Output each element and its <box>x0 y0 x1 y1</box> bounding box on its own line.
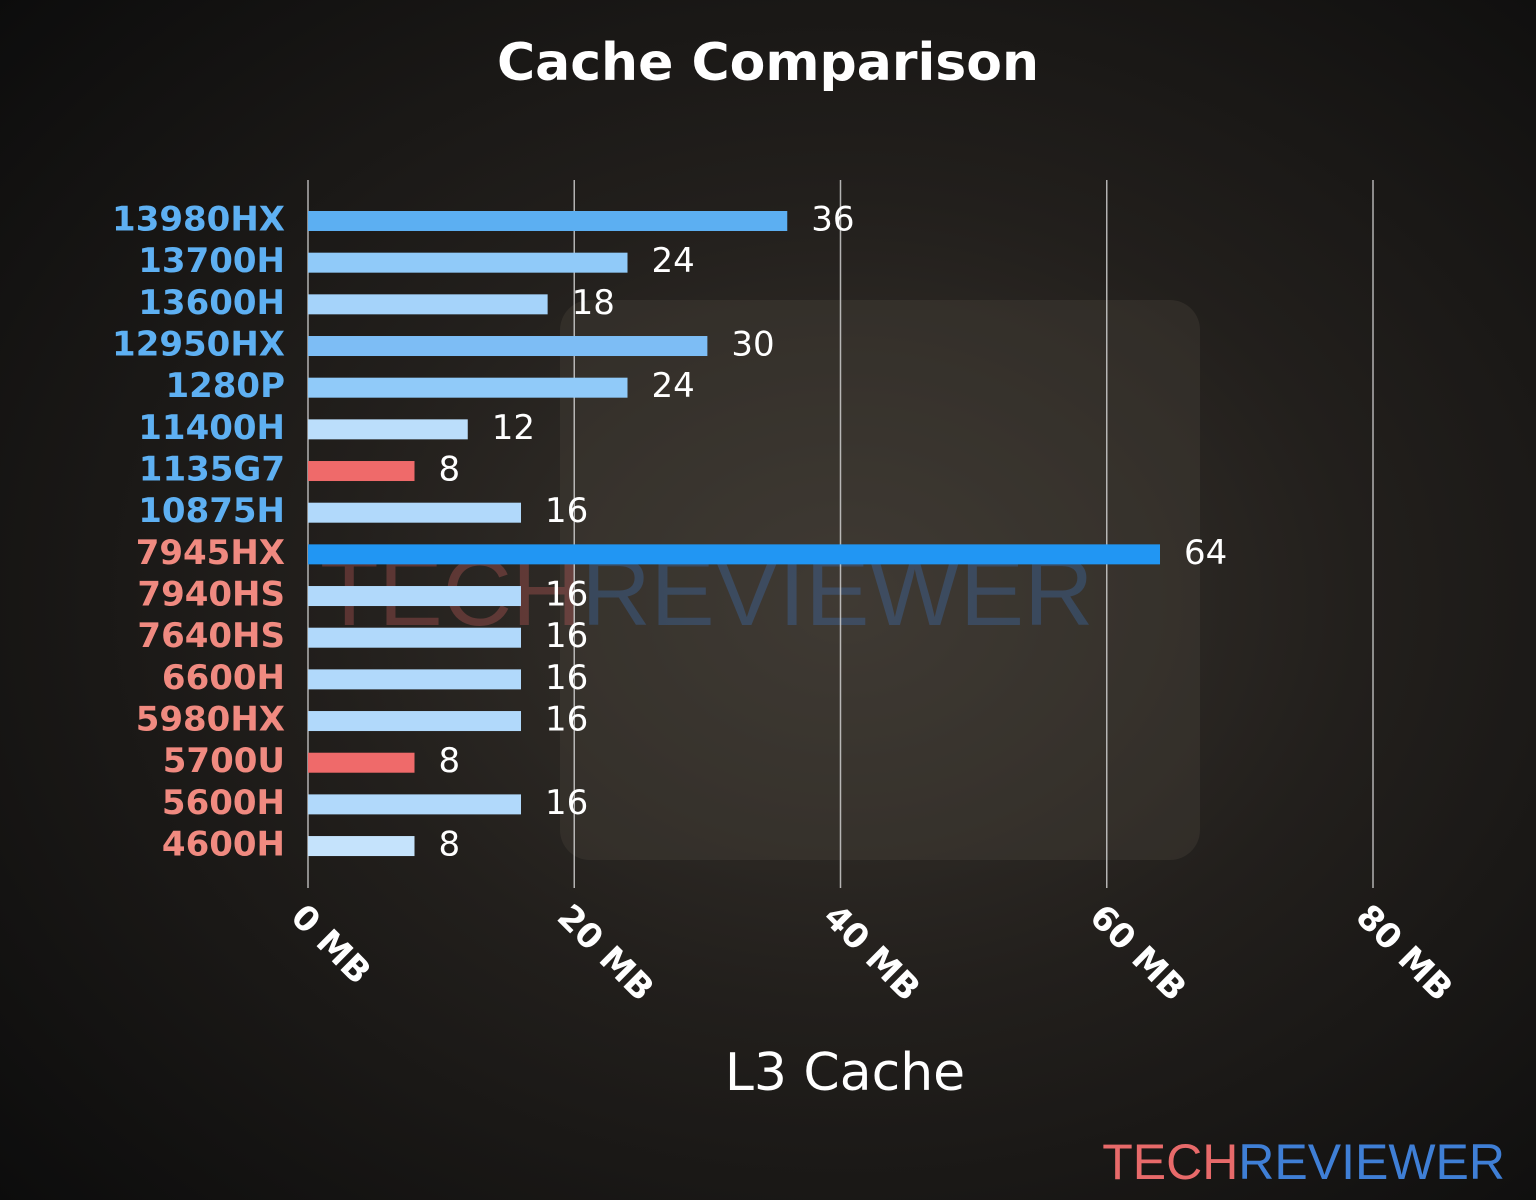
logo: TECHREVIEWER <box>1102 1134 1505 1190</box>
value-label: 8 <box>439 450 461 490</box>
value-label: 16 <box>545 616 588 656</box>
bar <box>308 294 548 315</box>
y-tick-label: 13980HX <box>112 200 285 240</box>
watermark-part: REVIEWER <box>1238 1134 1505 1190</box>
y-tick-label: 7640HS <box>137 616 285 656</box>
value-label: 18 <box>572 283 615 323</box>
y-tick-label: 7940HS <box>137 575 285 615</box>
y-tick-label: 10875H <box>138 491 285 531</box>
bar <box>308 502 521 523</box>
bar <box>308 836 415 857</box>
bar <box>308 461 415 482</box>
y-tick-label: 5700U <box>163 741 285 781</box>
y-tick-label: 5980HX <box>136 700 285 740</box>
value-label: 24 <box>652 366 695 406</box>
y-tick-label: 13700H <box>138 241 285 281</box>
watermark-part: TECH <box>1102 1134 1238 1190</box>
bar <box>308 711 521 732</box>
chart-title: Cache Comparison <box>497 33 1039 93</box>
value-label: 16 <box>545 783 588 823</box>
bar <box>308 794 521 815</box>
y-tick-label: 5600H <box>162 783 285 823</box>
y-tick-label: 6600H <box>162 658 285 698</box>
value-label: 12 <box>492 408 535 448</box>
x-axis-label: L3 Cache <box>725 1043 965 1103</box>
bar <box>308 669 521 690</box>
value-label: 8 <box>439 741 461 781</box>
y-tick-label: 13600H <box>138 283 285 323</box>
value-label: 8 <box>439 825 461 865</box>
value-label: 36 <box>811 200 854 240</box>
bar <box>308 377 628 398</box>
bar <box>308 252 628 273</box>
value-label: 16 <box>545 658 588 698</box>
value-label: 64 <box>1184 533 1227 573</box>
bar <box>308 419 468 440</box>
background-chip <box>560 300 1200 860</box>
bar <box>308 627 521 648</box>
y-tick-label: 1135G7 <box>139 450 285 490</box>
value-label: 16 <box>545 575 588 615</box>
y-tick-label: 7945HX <box>136 533 285 573</box>
bar <box>308 544 1160 565</box>
y-tick-label: 11400H <box>138 408 285 448</box>
y-tick-label: 4600H <box>162 825 285 865</box>
bar <box>308 211 788 231</box>
y-tick-label: 12950HX <box>112 325 285 365</box>
bar <box>308 336 708 357</box>
value-label: 30 <box>731 325 774 365</box>
bar <box>308 586 521 607</box>
value-label: 16 <box>545 700 588 740</box>
y-tick-label: 1280P <box>165 366 285 406</box>
value-label: 16 <box>545 491 588 531</box>
bar <box>308 752 415 773</box>
value-label: 24 <box>652 241 695 281</box>
